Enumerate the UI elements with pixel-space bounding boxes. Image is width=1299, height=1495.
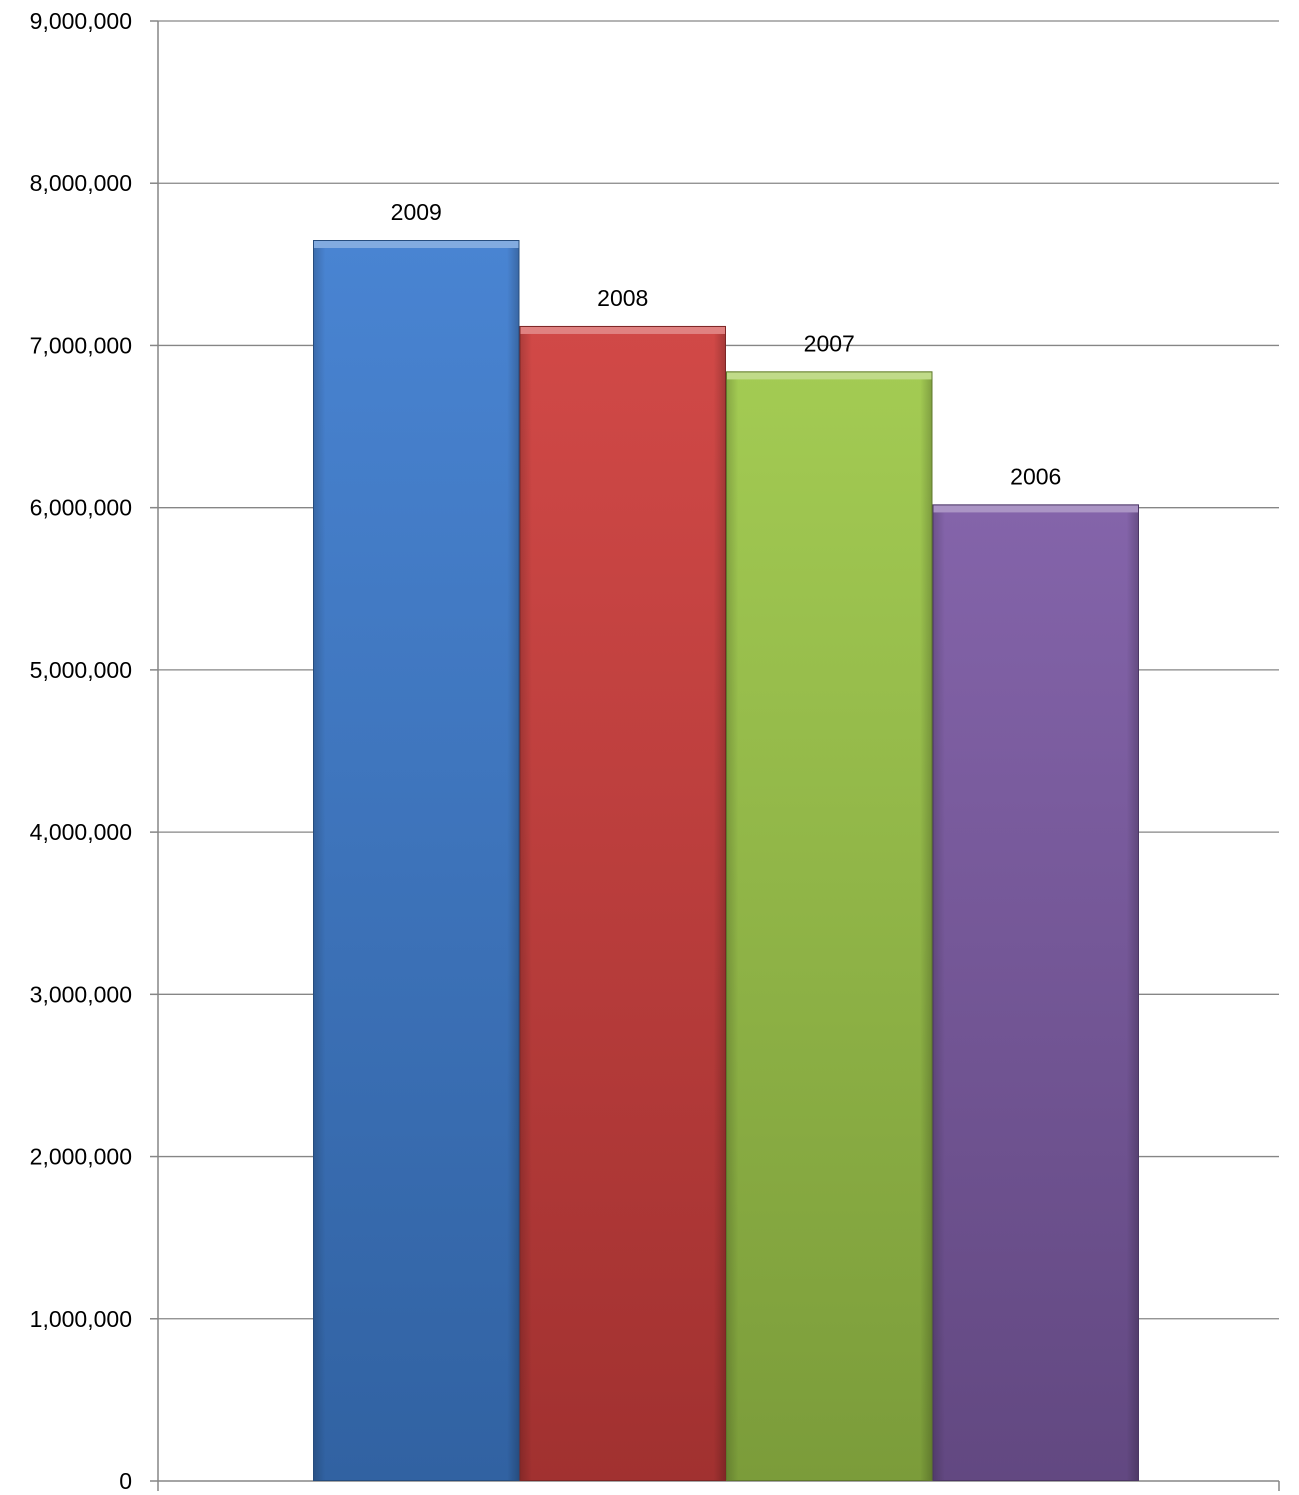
y-tick-label: 3,000,000 xyxy=(30,981,132,1007)
y-tick-labels: 0 1,000,000 2,000,000 3,000,000 4,000,000 5,0… xyxy=(30,8,132,1494)
data-label-2008: 2008 xyxy=(597,285,648,311)
bar-2008-shading xyxy=(519,325,726,1481)
data-label-2006: 2006 xyxy=(1010,463,1061,489)
y-tick-label: 4,000,000 xyxy=(30,819,132,845)
bar-2006 xyxy=(932,504,1139,1481)
y-tick-label: 0 xyxy=(119,1468,132,1494)
bar-2006-shading xyxy=(932,504,1139,1481)
y-tick-label: 7,000,000 xyxy=(30,332,132,358)
bar-2008-bevel xyxy=(520,325,725,334)
bar-2006-bevel xyxy=(933,504,1138,513)
bar-2009-shading xyxy=(313,240,520,1481)
y-tick-label: 1,000,000 xyxy=(30,1306,132,1332)
bar-2007 xyxy=(726,371,933,1481)
bar-2007-outline xyxy=(726,371,933,1481)
bar-2008-outline xyxy=(519,325,726,1481)
y-tick-label: 6,000,000 xyxy=(30,495,132,521)
bar-2009-outline xyxy=(313,240,520,1481)
y-tick-label: 5,000,000 xyxy=(30,657,132,683)
y-tick-label: 8,000,000 xyxy=(30,170,132,196)
bar-2006-outline xyxy=(932,504,1139,1481)
y-tick-label: 2,000,000 xyxy=(30,1144,132,1170)
data-labels: 2009 2008 2007 2006 xyxy=(391,199,1062,489)
bar-2007-shading xyxy=(726,371,933,1481)
bar-2007-bevel xyxy=(727,371,932,380)
y-tick-label: 9,000,000 xyxy=(30,8,132,34)
bar-2009-bevel xyxy=(314,240,519,248)
data-label-2007: 2007 xyxy=(804,330,855,356)
bars xyxy=(313,240,1139,1481)
bar-2008 xyxy=(519,325,726,1481)
data-label-2009: 2009 xyxy=(391,199,442,225)
bar-2009 xyxy=(313,240,520,1481)
